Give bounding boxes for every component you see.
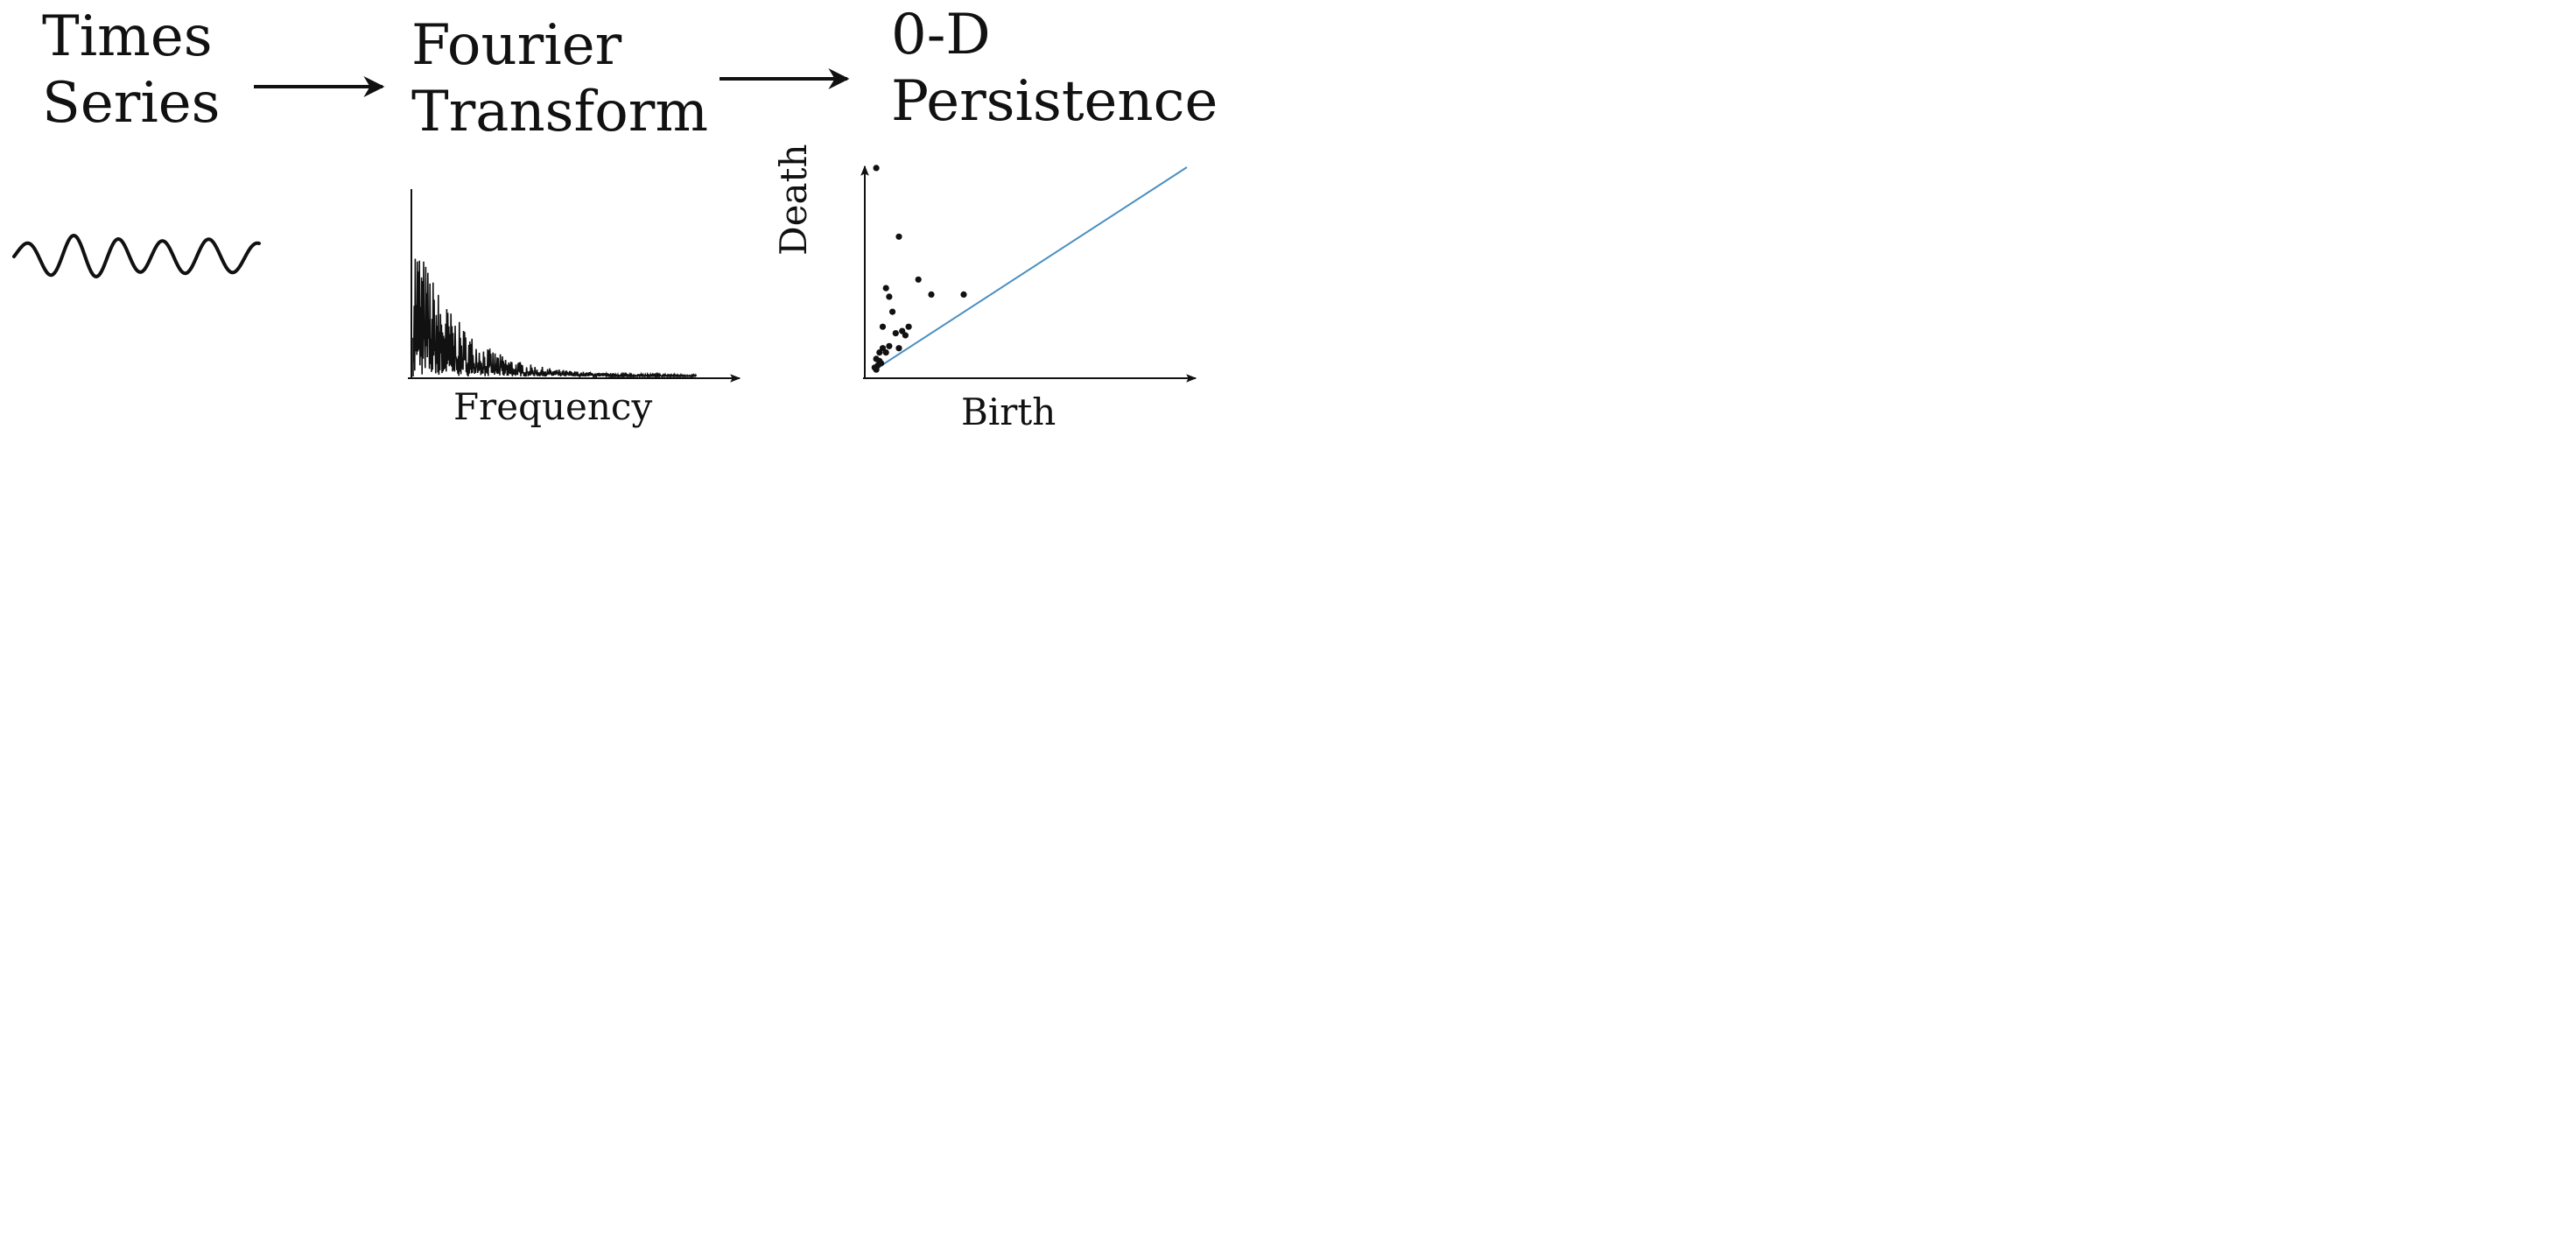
fourier-spectrum-line [412,258,698,379]
persistence-point [902,332,909,339]
stage-title-persistence: 0-D Persistence [891,2,1218,135]
fourier-spectrum-chart [408,189,741,383]
persistence-diagram [860,165,1197,383]
persistence-point [915,276,922,283]
persistence-point [960,291,967,298]
persistence-point [873,366,880,373]
title-line: Series [42,71,221,136]
persistence-point [892,330,899,337]
persistence-point [889,308,896,315]
persistence-diagonal [874,166,1188,370]
persistence-point [879,323,887,330]
persistence-point [899,327,906,334]
persistence-point [882,285,889,292]
persistence-point [895,233,902,240]
title-line: Times [42,4,213,69]
persistence-point [876,349,883,356]
persistence-point [886,342,893,349]
time-series-wave [12,234,261,278]
persistence-point [882,349,889,356]
persistence-point [886,293,893,300]
title-line: Transform [411,80,708,144]
fourier-x-axis-label: Frequency [453,385,653,428]
persistence-point [928,291,935,298]
persistence-point [873,165,880,172]
title-line: 0-D [891,3,991,67]
persistence-point [895,345,902,352]
persistence-point [879,345,887,352]
persistence-points [871,165,967,373]
title-line: Persistence [891,69,1218,134]
persistence-point [878,360,885,367]
persistence-x-axis-label: Birth [961,390,1056,433]
persistence-point [905,323,912,330]
title-line: Fourier [411,13,622,78]
stage-title-fourier: Fourier Transform [411,12,708,145]
stage-title-time-series: Times Series [42,4,221,137]
